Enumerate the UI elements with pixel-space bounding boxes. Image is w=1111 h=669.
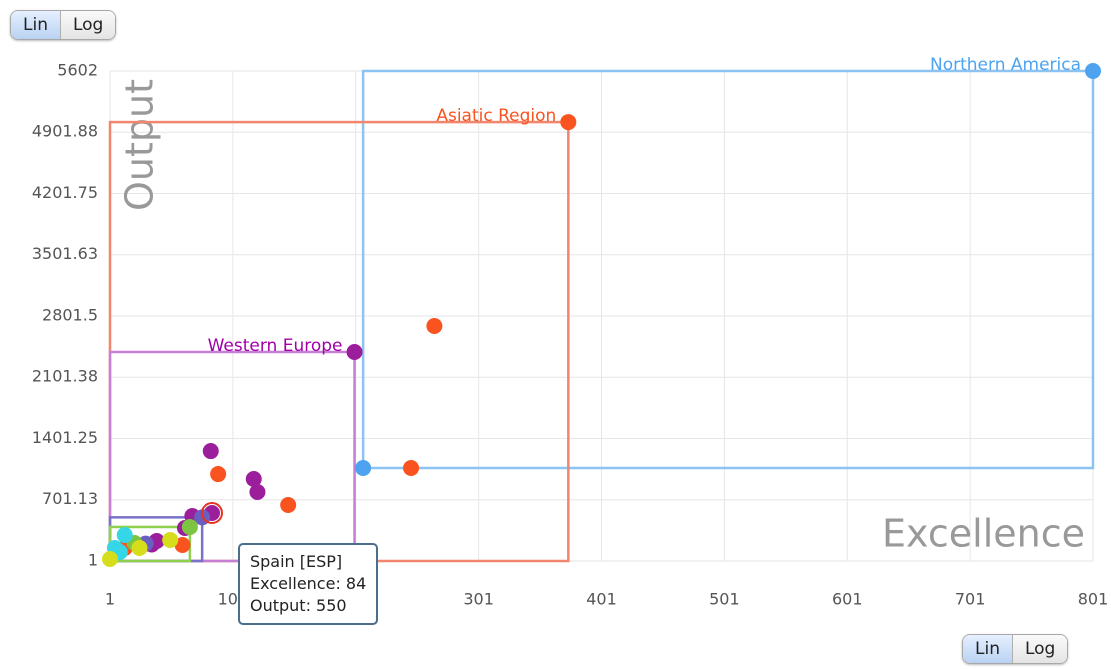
tooltip-line: Spain [ESP] xyxy=(249,551,343,571)
region-box xyxy=(361,69,1095,470)
data-point xyxy=(131,539,148,556)
x-tick-label: 1 xyxy=(105,590,115,609)
data-point xyxy=(249,483,266,500)
region-box xyxy=(108,350,356,563)
data-point xyxy=(202,443,219,460)
data-point xyxy=(560,114,577,131)
y-tick-label: 1 xyxy=(88,551,98,570)
data-point xyxy=(355,460,372,477)
y-tick-label: 4201.75 xyxy=(32,183,98,202)
scale-button[interactable]: Lin xyxy=(11,11,60,39)
x-tick-label: 701 xyxy=(955,590,986,609)
x-axis-label: Excellence xyxy=(882,512,1085,556)
data-point xyxy=(403,460,420,477)
x-scale-toggle: Lin Log xyxy=(962,634,1069,664)
data-point xyxy=(346,343,363,360)
x-tick-label: 801 xyxy=(1078,590,1109,609)
x-tick-label: 301 xyxy=(463,590,494,609)
scale-button[interactable]: Log xyxy=(59,11,116,39)
x-tick-label: 601 xyxy=(832,590,863,609)
tooltip-line: Output: 550 xyxy=(249,595,347,615)
y-tick-label: 4901.88 xyxy=(32,122,98,141)
data-point xyxy=(102,550,118,567)
y-tick-label: 1401.25 xyxy=(32,428,98,447)
region-label: Asiatic Region xyxy=(436,106,556,126)
data-point xyxy=(426,318,443,335)
y-tick-label: 701.13 xyxy=(42,489,98,508)
y-scale-toggle: Lin Log xyxy=(10,10,117,40)
data-point xyxy=(116,527,133,544)
tooltip: Spain [ESP] Excellence: 84 Output: 550 xyxy=(237,542,379,625)
data-point xyxy=(245,471,262,488)
scale-button[interactable]: Lin xyxy=(963,635,1012,663)
data-point xyxy=(162,532,179,549)
highlight-ring xyxy=(200,501,223,524)
data-point xyxy=(280,497,297,514)
data-point xyxy=(1085,63,1101,79)
data-point xyxy=(174,536,191,553)
x-tick-label: 401 xyxy=(586,590,617,609)
scale-button[interactable]: Log xyxy=(1011,635,1068,663)
y-tick-label: 5602 xyxy=(57,61,98,80)
y-axis-label: Output xyxy=(118,79,162,211)
data-point xyxy=(210,466,227,483)
region-label: Northern America xyxy=(930,55,1081,75)
tooltip-line: Excellence: 84 xyxy=(249,573,367,593)
x-tick-label: 501 xyxy=(709,590,740,609)
region-label: Western Europe xyxy=(208,336,343,356)
y-tick-label: 2801.5 xyxy=(42,306,98,325)
data-point xyxy=(181,518,198,535)
y-tick-label: 2101.38 xyxy=(32,367,98,386)
y-tick-label: 3501.63 xyxy=(32,244,98,263)
